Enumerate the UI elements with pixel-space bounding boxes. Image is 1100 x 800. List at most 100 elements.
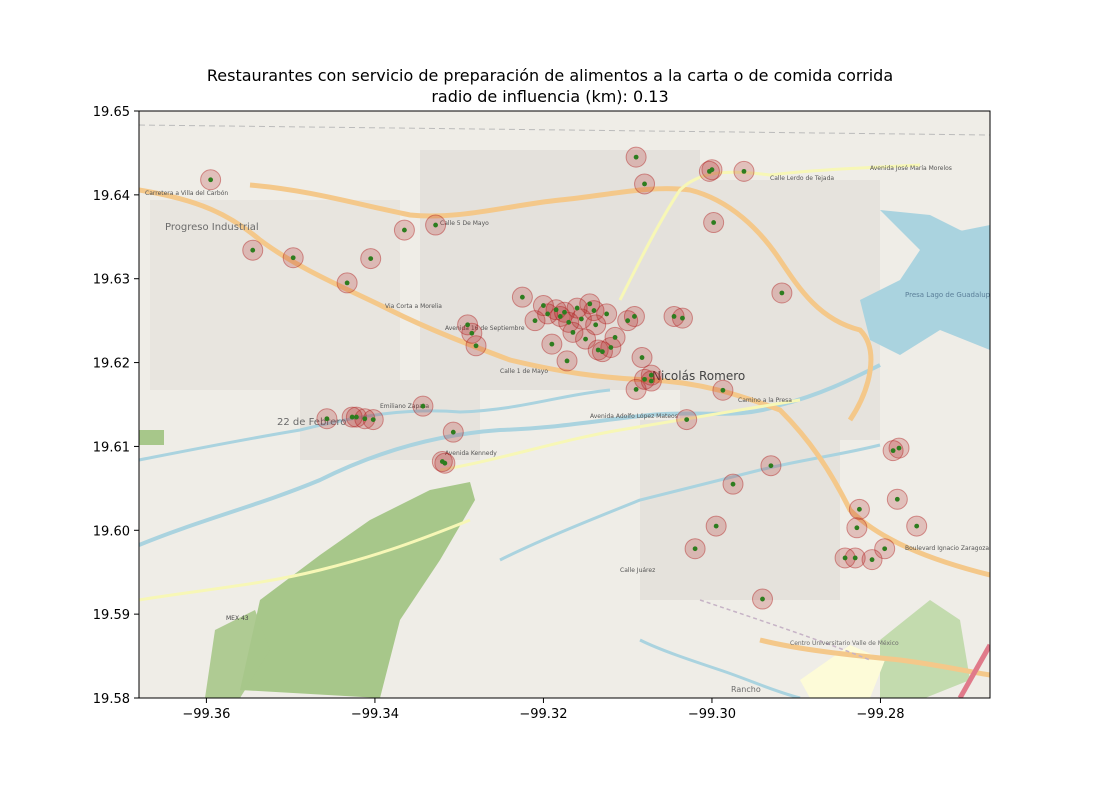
restaurant-point <box>593 322 599 328</box>
restaurant-point <box>680 315 685 321</box>
place-label: Presa Lago de Guadalupe <box>905 291 994 299</box>
restaurant-point <box>608 345 614 350</box>
restaurant-point <box>574 305 580 311</box>
restaurant-point <box>711 220 717 225</box>
road-label: Avenida Adolfo López Mateos <box>590 413 678 420</box>
restaurant-point <box>692 546 698 552</box>
restaurant-point <box>587 301 593 307</box>
x-axis: −99.36 −99.34 −99.32 −99.30 −99.28 <box>182 698 905 722</box>
restaurant-point <box>553 307 559 313</box>
road-label: Via Corta a Morelia <box>385 303 442 310</box>
plot-frame <box>138 110 991 699</box>
road-label: Calle Lerdo de Tejada <box>770 175 834 182</box>
road-label: Avenida Kennedy <box>445 450 497 457</box>
road-label: Calle 1 de Mayo <box>500 368 548 375</box>
road-label: Calle Juárez <box>620 567 655 574</box>
restaurant-point <box>854 525 860 531</box>
x-tick-label: −99.34 <box>351 707 399 722</box>
restaurant-point <box>842 555 848 561</box>
restaurant-point <box>566 319 572 325</box>
restaurant-point <box>290 255 296 261</box>
restaurant-point <box>730 481 736 487</box>
road-label: Avenida José María Morelos <box>870 165 952 172</box>
restaurant-point <box>713 523 719 529</box>
restaurant-point <box>564 358 570 364</box>
y-tick-label: 19.62 <box>93 357 130 372</box>
restaurant-point <box>709 167 715 173</box>
restaurant-point <box>433 222 438 228</box>
restaurant-point <box>570 329 576 335</box>
restaurant-point <box>578 316 584 322</box>
restaurant-point <box>541 303 546 308</box>
restaurant-point <box>349 414 355 420</box>
place-label: Centro Universitario Valle de México <box>790 640 899 647</box>
x-tick-label: −99.30 <box>688 707 736 722</box>
road-label: Boulevard Ignacio Zaragoza <box>905 545 989 552</box>
x-tick-label: −99.32 <box>519 707 567 722</box>
y-tick-label: 19.58 <box>93 692 130 707</box>
restaurant-point <box>353 414 359 420</box>
restaurant-point <box>720 387 726 393</box>
restaurant-point <box>642 376 647 382</box>
restaurant-point <box>648 372 654 378</box>
y-tick-label: 19.60 <box>93 524 130 539</box>
restaurant-point <box>583 336 588 342</box>
restaurant-point <box>648 378 654 384</box>
restaurant-point <box>632 314 637 319</box>
restaurant-point <box>519 294 525 300</box>
restaurant-point <box>465 322 471 328</box>
restaurant-point <box>250 247 256 253</box>
restaurant-point <box>779 290 785 296</box>
points-layer <box>200 146 928 610</box>
restaurant-point <box>370 417 376 422</box>
restaurant-point <box>469 330 475 336</box>
y-tick-label: 19.61 <box>93 440 130 455</box>
restaurant-point <box>549 341 555 347</box>
restaurant-point <box>914 523 920 529</box>
restaurant-point <box>760 596 765 602</box>
restaurant-point <box>208 177 214 183</box>
restaurant-point <box>600 349 605 355</box>
road-label: Carretera a Villa del Carbón <box>145 190 228 197</box>
y-tick-label: 19.64 <box>93 189 130 204</box>
basemap-labels: Progreso Industrial Nicolás Romero 22 de… <box>145 165 994 694</box>
restaurant-point <box>896 445 902 451</box>
y-tick-label: 19.63 <box>93 273 130 288</box>
restaurant-point <box>562 309 567 315</box>
restaurant-point <box>882 546 888 552</box>
restaurant-point <box>642 181 647 187</box>
restaurant-point <box>368 256 374 261</box>
place-label: 22 de Febrero <box>277 417 346 428</box>
road-label: MEX 43 <box>226 615 249 622</box>
restaurant-point <box>402 227 407 233</box>
restaurant-point <box>532 318 538 324</box>
restaurant-point <box>362 416 368 422</box>
place-label: Rancho <box>731 685 761 694</box>
restaurant-point <box>625 318 631 324</box>
restaurant-point <box>890 448 896 454</box>
restaurant-point <box>420 403 426 409</box>
y-axis: 19.58 19.59 19.60 19.61 19.62 19.63 19.64 19.65 <box>93 105 139 707</box>
restaurant-point <box>591 308 597 313</box>
place-label: Progreso Industrial <box>165 222 259 233</box>
restaurant-point <box>473 343 479 349</box>
restaurant-point <box>671 314 677 319</box>
basemap-tiles <box>139 111 990 698</box>
restaurant-point <box>894 496 900 502</box>
restaurant-point <box>324 416 330 422</box>
restaurant-point <box>633 154 639 160</box>
x-tick-label: −99.36 <box>182 707 230 722</box>
restaurant-point <box>741 168 747 174</box>
restaurant-point <box>612 335 618 340</box>
restaurant-point <box>450 429 456 435</box>
restaurant-point <box>439 459 445 464</box>
restaurant-point <box>869 557 875 563</box>
y-tick-label: 19.65 <box>93 105 130 120</box>
restaurant-point <box>639 355 645 360</box>
restaurant-point <box>545 311 551 317</box>
restaurant-point <box>595 347 601 353</box>
restaurant-point <box>633 387 639 392</box>
restaurant-point <box>604 311 610 317</box>
